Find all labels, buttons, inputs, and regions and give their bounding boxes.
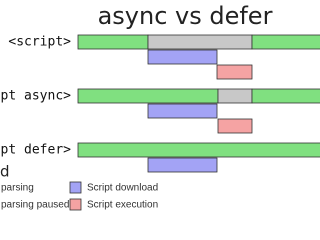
diagram: async vs defer <script> pt async> pt def… — [0, 2, 320, 211]
legend-label: Script download — [87, 183, 158, 194]
paused-bar — [217, 88, 253, 104]
legend-label: Script execution — [87, 200, 158, 211]
parsing-bar — [77, 142, 320, 158]
row-label: pt defer> — [1, 143, 72, 158]
paused-bar — [147, 34, 253, 50]
execution-bar — [216, 64, 253, 80]
download-bar — [147, 157, 218, 173]
row-label: pt async> — [1, 89, 72, 104]
legend-label: parsing — [1, 183, 34, 194]
legend-title: d — [0, 163, 10, 181]
legend-swatch — [69, 198, 82, 211]
execution-bar — [217, 118, 253, 134]
legend-label: parsing paused — [1, 200, 69, 211]
row-label: <script> — [8, 35, 71, 50]
parsing-bar — [77, 88, 219, 104]
legend-swatch — [69, 181, 82, 194]
parsing-bar — [77, 34, 149, 50]
parsing-bar — [251, 34, 320, 50]
download-bar — [147, 103, 218, 119]
parsing-bar — [251, 88, 320, 104]
title: async vs defer — [98, 2, 273, 30]
download-bar — [147, 49, 218, 65]
